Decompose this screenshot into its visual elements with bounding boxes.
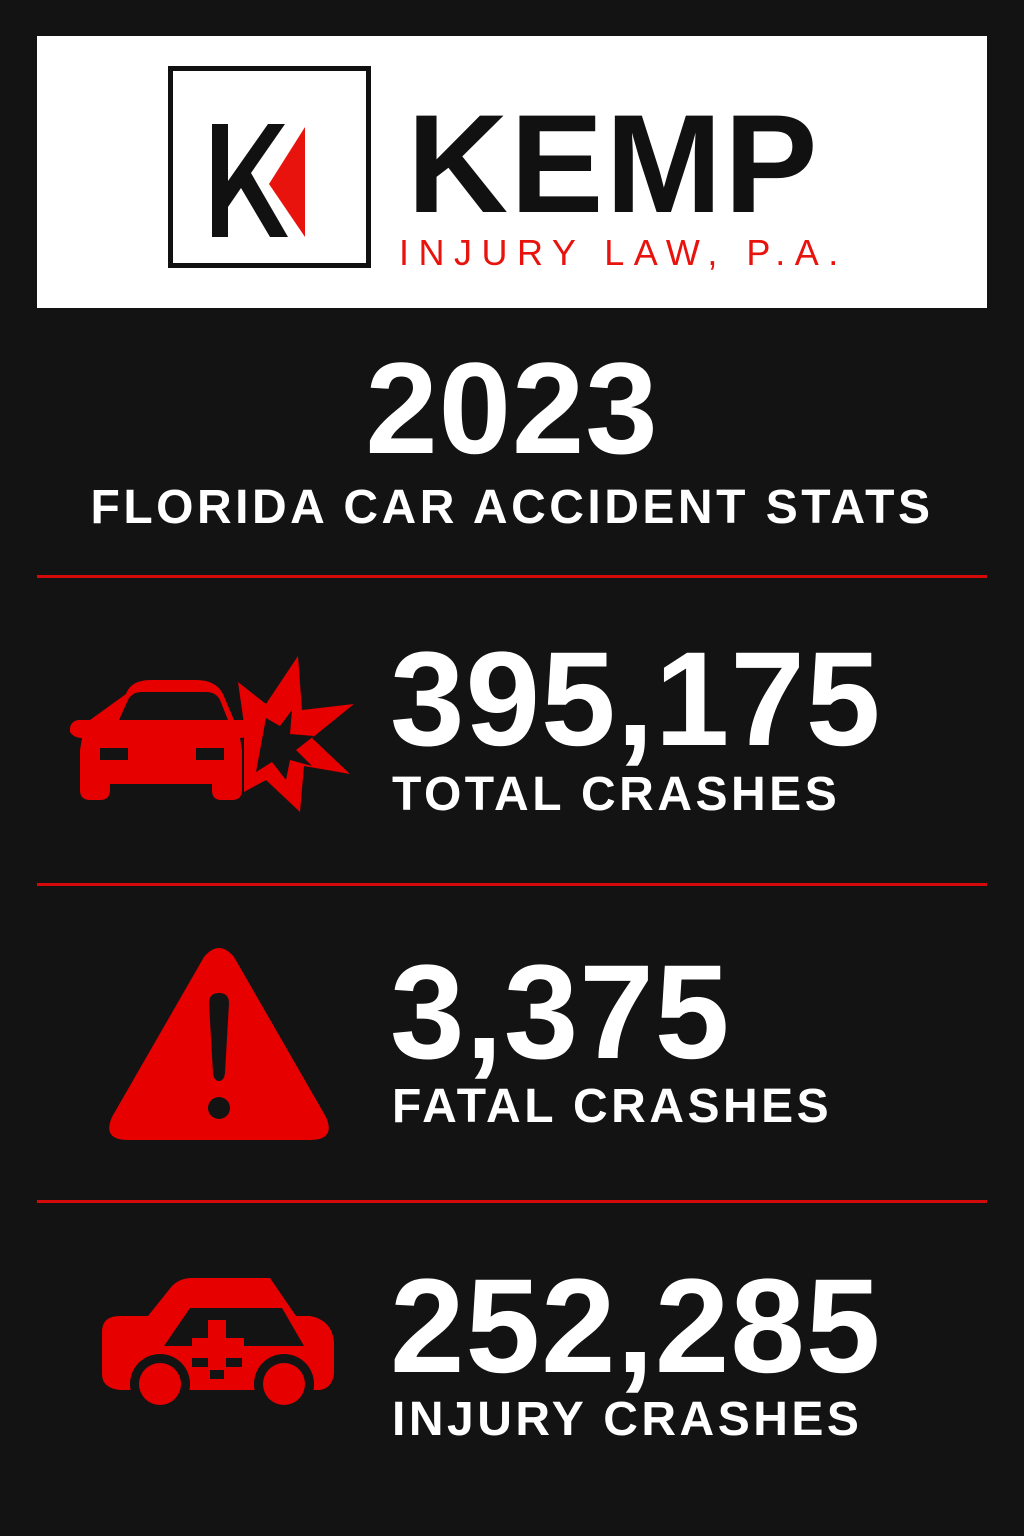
fatal-crashes-label: FATAL CRASHES	[392, 1080, 833, 1133]
injury-crashes-label: INJURY CRASHES	[392, 1393, 863, 1446]
warning-triangle-icon	[109, 948, 329, 1140]
divider	[37, 883, 987, 886]
ambulance-car-icon	[102, 1278, 334, 1412]
brand-name: KEMP	[407, 85, 820, 242]
divider	[37, 1200, 987, 1203]
total-crashes-label: TOTAL CRASHES	[392, 768, 841, 821]
year-heading: 2023	[365, 335, 659, 481]
logo-monogram	[168, 66, 371, 268]
car-crash-icon	[69, 656, 354, 812]
divider	[37, 575, 987, 578]
logo-banner: KEMP INJURY LAW, P.A.	[37, 36, 987, 308]
fatal-crashes-value: 3,375	[390, 938, 731, 1087]
total-crashes-value: 395,175	[390, 625, 882, 774]
brand-tagline: INJURY LAW, P.A.	[399, 232, 848, 273]
injury-crashes-value: 252,285	[390, 1252, 882, 1401]
k-monogram-icon	[212, 124, 305, 237]
page-subtitle: FLORIDA CAR ACCIDENT STATS	[90, 481, 934, 534]
